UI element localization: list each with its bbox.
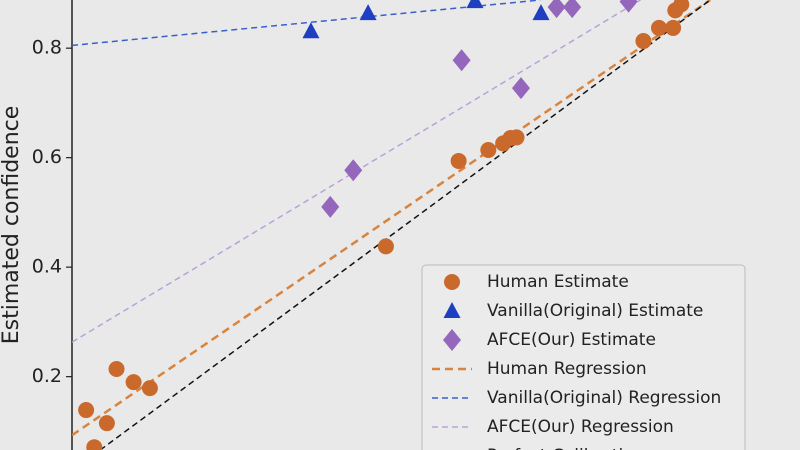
regression-line (99, 0, 711, 450)
legend: Human Estimate Vanilla(Original) Estimate… (421, 264, 746, 450)
legend-label: Perfect Calibration (487, 446, 644, 450)
point (78, 402, 95, 419)
point (480, 142, 497, 158)
y-tick-label: 0.4 (32, 256, 62, 278)
point (98, 415, 115, 432)
point (141, 380, 158, 397)
point (547, 0, 566, 19)
y-axis-label: Estimated confidence (0, 106, 24, 345)
point (619, 0, 638, 13)
y-tick-label: 0.6 (32, 146, 62, 168)
point (508, 129, 525, 146)
point (452, 49, 471, 72)
point (377, 238, 394, 255)
point (344, 159, 363, 182)
point (466, 0, 484, 9)
point (450, 152, 467, 169)
plot-area (72, 0, 711, 450)
point (511, 77, 530, 100)
point (532, 4, 550, 21)
legend-box (421, 264, 746, 450)
legend-label: AFCE(Our) Estimate (487, 330, 656, 350)
point (302, 22, 320, 39)
legend-label: Vanilla(Original) Estimate (487, 301, 703, 321)
point (673, 0, 690, 13)
point (86, 439, 103, 450)
legend-label: Human Regression (487, 359, 647, 379)
point (563, 0, 582, 19)
point (359, 4, 377, 21)
legend-label: Human Estimate (487, 272, 629, 292)
point (635, 33, 652, 50)
point (443, 329, 461, 351)
regression-line (72, 0, 541, 47)
point (443, 302, 461, 318)
point (321, 195, 340, 218)
point (665, 19, 682, 36)
y-tick-label: 0.2 (32, 365, 62, 387)
y-tick-label: 0.8 (32, 37, 62, 59)
legend-label: AFCE(Our) Regression (487, 417, 674, 437)
point (651, 19, 668, 36)
point (444, 274, 460, 290)
point (125, 374, 142, 391)
regression-line (72, 0, 711, 437)
point (108, 360, 125, 377)
legend-label: Vanilla(Original) Regression (487, 388, 721, 408)
